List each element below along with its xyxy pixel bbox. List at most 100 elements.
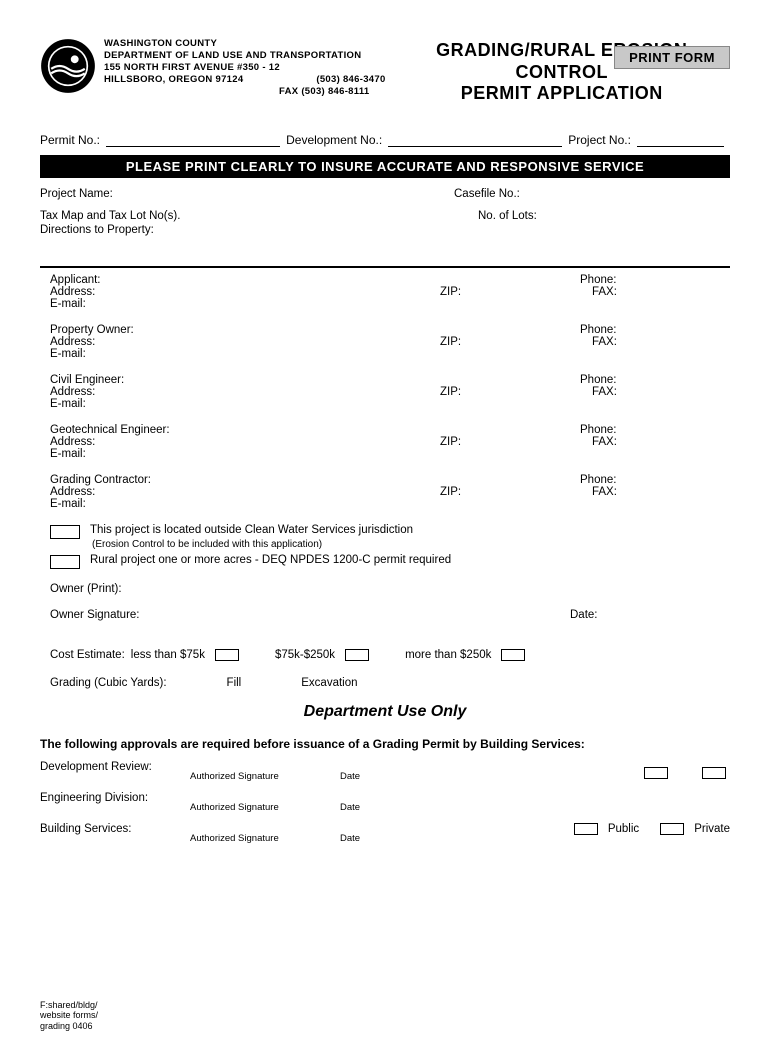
zip-label: ZIP: xyxy=(440,386,580,398)
footer-line2: website forms/ xyxy=(40,1010,98,1021)
contractor-label: Grading Contractor: xyxy=(50,474,440,486)
project-no-field[interactable] xyxy=(637,133,724,147)
email-label: E-mail: xyxy=(50,398,720,410)
agency-addr1: 155 NORTH FIRST AVENUE #350 - 12 xyxy=(104,62,280,73)
owner-print-label: Owner (Print): xyxy=(50,583,730,595)
npdes-label: Rural project one or more acres - DEQ NP… xyxy=(90,554,451,566)
eng-division-label: Engineering Division: xyxy=(40,792,190,804)
address-label: Address: xyxy=(50,436,440,448)
cost-opt2: $75k-$250k xyxy=(275,649,335,661)
zip-label: ZIP: xyxy=(440,286,580,298)
building-services-label: Building Services: xyxy=(40,823,190,835)
cws-label: This project is located outside Clean Wa… xyxy=(90,524,413,536)
owner-label: Property Owner: xyxy=(50,324,440,336)
development-no-label: Development No.: xyxy=(286,133,382,147)
dev-check1[interactable] xyxy=(644,767,668,779)
public-checkbox[interactable] xyxy=(574,823,598,835)
geotech-label: Geotechnical Engineer: xyxy=(50,424,440,436)
casefile-label: Casefile No.: xyxy=(454,188,730,200)
auth-sig-label: Authorized Signature xyxy=(190,823,340,844)
contractor-block: Grading Contractor: Phone: Address:ZIP:FA… xyxy=(50,474,720,510)
private-checkbox[interactable] xyxy=(660,823,684,835)
civil-eng-block: Civil Engineer: Phone: Address:ZIP:FAX: E… xyxy=(50,374,720,410)
agency-info: WASHINGTON COUNTY DEPARTMENT OF LAND USE… xyxy=(104,38,386,105)
owner-block: Property Owner: Phone: Address:ZIP:FAX: E… xyxy=(50,324,720,360)
email-label: E-mail: xyxy=(50,348,720,360)
phone-label: Phone: xyxy=(580,274,720,286)
phone-label: Phone: xyxy=(580,424,720,436)
email-label: E-mail: xyxy=(50,498,720,510)
auth-sig-label: Authorized Signature xyxy=(190,761,340,782)
development-no-field[interactable] xyxy=(388,133,562,147)
contacts-section: Applicant:Phone: Address:ZIP:FAX: E-mail… xyxy=(40,268,730,510)
footer-line3: grading 0406 xyxy=(40,1021,98,1032)
permit-no-field[interactable] xyxy=(106,133,280,147)
owner-signature-label: Owner Signature: xyxy=(50,609,570,621)
eng-division-row: Engineering Division: Authorized Signatu… xyxy=(40,792,730,813)
civil-eng-label: Civil Engineer: xyxy=(50,374,440,386)
date-label: Date xyxy=(340,761,460,782)
fax-label: FAX: xyxy=(580,336,720,348)
applicant-block: Applicant: Phone: Address:ZIP:FAX: E-mail… xyxy=(50,274,720,310)
title-line2: PERMIT APPLICATION xyxy=(394,83,730,105)
dev-review-label: Development Review: xyxy=(40,761,190,773)
cost-opt3: more than $250k xyxy=(405,649,491,661)
phone-label: Phone: xyxy=(580,374,720,386)
agency-name: WASHINGTON COUNTY xyxy=(104,38,386,50)
zip-label: ZIP: xyxy=(440,436,580,448)
email-label: E-mail: xyxy=(50,298,720,310)
auth-sig-label: Authorized Signature xyxy=(190,792,340,813)
fax-label: FAX: xyxy=(580,386,720,398)
permit-number-row: Permit No.: Development No.: Project No.… xyxy=(40,133,730,147)
address-label: Address: xyxy=(50,286,440,298)
agency-phone: (503) 846-3470 xyxy=(316,74,385,86)
npdes-checkbox[interactable] xyxy=(50,555,80,569)
print-form-button[interactable]: PRINT FORM xyxy=(614,46,730,69)
address-label: Address: xyxy=(50,336,440,348)
footer-line1: F:shared/bldg/ xyxy=(40,1000,98,1011)
public-label: Public xyxy=(608,823,639,835)
lots-label: No. of Lots: xyxy=(418,210,730,222)
date-label: Date xyxy=(340,792,460,813)
date-label: Date: xyxy=(570,609,730,621)
phone-label: Phone: xyxy=(580,324,720,336)
address-label: Address: xyxy=(50,386,440,398)
agency-dept: DEPARTMENT OF LAND USE AND TRANSPORTATIO… xyxy=(104,50,386,62)
fax-label: FAX xyxy=(279,86,298,97)
fax-label: FAX: xyxy=(580,436,720,448)
address-label: Address: xyxy=(50,486,440,498)
taxmap-label: Tax Map and Tax Lot No(s). xyxy=(40,210,418,222)
fax-label: FAX: xyxy=(580,486,720,498)
date-label: Date xyxy=(340,823,460,844)
footer-path: F:shared/bldg/ website forms/ grading 04… xyxy=(40,1000,98,1032)
cost-opt1: less than $75k xyxy=(131,649,205,661)
county-seal-icon xyxy=(40,38,96,94)
cost-75k-checkbox[interactable] xyxy=(215,649,239,661)
fax-label: FAX: xyxy=(580,286,720,298)
project-name-label: Project Name: xyxy=(40,188,454,200)
private-label: Private xyxy=(694,823,730,835)
cws-note: (Erosion Control to be included with thi… xyxy=(92,539,730,550)
zip-label: ZIP: xyxy=(440,486,580,498)
fill-label: Fill xyxy=(227,677,242,689)
instruction-bar: PLEASE PRINT CLEARLY TO INSURE ACCURATE … xyxy=(40,155,730,178)
project-no-label: Project No.: xyxy=(568,133,631,147)
cost-250k-checkbox[interactable] xyxy=(345,649,369,661)
phone-label: Phone: xyxy=(580,474,720,486)
approvals-header: The following approvals are required bef… xyxy=(40,737,730,751)
agency-addr2: HILLSBORO, OREGON 97124 xyxy=(104,74,243,85)
dev-review-row: Development Review: Authorized Signature… xyxy=(40,761,730,782)
excavation-label: Excavation xyxy=(301,677,357,689)
dev-check2[interactable] xyxy=(702,767,726,779)
building-services-row: Building Services: Authorized Signature … xyxy=(40,823,730,844)
email-label: E-mail: xyxy=(50,448,720,460)
zip-label: ZIP: xyxy=(440,336,580,348)
cost-more-checkbox[interactable] xyxy=(501,649,525,661)
applicant-label: Applicant: xyxy=(50,274,440,286)
directions-label: Directions to Property: xyxy=(40,224,730,236)
permit-no-label: Permit No.: xyxy=(40,133,100,147)
cws-checkbox[interactable] xyxy=(50,525,80,539)
cost-label: Cost Estimate: xyxy=(50,649,125,661)
cost-estimate-row: Cost Estimate: less than $75k $75k-$250k… xyxy=(50,649,730,661)
geotech-eng-block: Geotechnical Engineer: Phone: Address:ZIP… xyxy=(50,424,720,460)
